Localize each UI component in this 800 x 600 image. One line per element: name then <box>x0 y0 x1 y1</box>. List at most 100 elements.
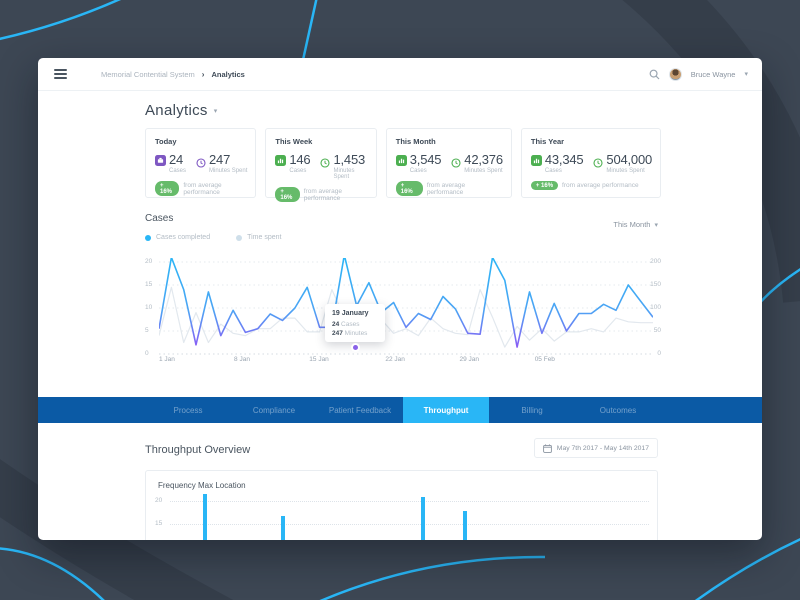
stat-minutes-label: Minutes Spent <box>606 168 645 174</box>
stat-minutes-value: 247 <box>209 152 231 167</box>
tooltip-minutes-label: Minutes <box>344 330 368 337</box>
cyan-line-bottom-left <box>0 547 105 600</box>
freq-bar[interactable] <box>280 516 285 540</box>
delta-badge: + 16% <box>530 181 559 190</box>
stat-cases-label: Cases <box>409 168 427 174</box>
y-axis-tick-right: 50 <box>653 327 661 334</box>
briefcase-icon <box>155 155 166 166</box>
chart-legend: Cases completed Time spent <box>145 234 281 241</box>
freq-y-axis-tick: 15 <box>155 520 163 527</box>
range-caret-down-icon: ▾ <box>654 221 658 229</box>
x-axis-tick: 1 Jan <box>158 356 175 363</box>
frequency-chart-panel: Frequency Max Location 20 15 <box>145 470 658 540</box>
breadcrumb-current: Analytics <box>211 69 245 79</box>
stat-cases-value: 3,545 <box>409 152 442 167</box>
legend-dot-time-icon <box>236 234 243 241</box>
delta-badge: + 16% <box>155 181 180 196</box>
page-title: Analytics <box>145 102 208 119</box>
tooltip-cases-value: 24 <box>332 321 340 328</box>
user-caret-down-icon[interactable]: ▾ <box>744 71 748 78</box>
chart-tooltip: 19 January 24 Cases 247 Minutes <box>325 304 385 342</box>
calendar-icon <box>542 443 552 453</box>
dark-swoosh-bottom-left <box>0 459 234 600</box>
y-axis-tick-right: 0 <box>657 350 661 357</box>
delta-note: from average performance <box>562 182 639 189</box>
menu-icon[interactable] <box>54 69 67 79</box>
y-axis-tick-right: 200 <box>650 258 661 265</box>
freq-bar[interactable] <box>421 496 426 540</box>
y-axis-tick-left: 10 <box>145 304 153 311</box>
breadcrumb-root[interactable]: Memorial Contential System <box>101 69 195 79</box>
tab-process[interactable]: Process <box>173 405 203 415</box>
bar-chart-icon <box>395 155 407 166</box>
stat-minutes-value: 504,000 <box>606 152 653 167</box>
breadcrumb: Memorial Contential System › Analytics <box>101 70 245 79</box>
stat-period: This Week <box>275 137 313 146</box>
breadcrumb-chevron-icon: › <box>201 69 205 79</box>
search-icon[interactable] <box>649 69 660 80</box>
y-axis-tick-right: 100 <box>650 304 661 311</box>
user-name[interactable]: Bruce Wayne <box>690 69 736 79</box>
tab-outcomes[interactable]: Outcomes <box>599 405 637 415</box>
stat-cases-value: 146 <box>289 152 311 167</box>
stat-cases-value: 24 <box>169 152 184 167</box>
stat-card-week[interactable]: This Week 146 Cases 1,453 Minutes Spent <box>265 128 377 202</box>
stat-minutes-label: Minutes Spent <box>464 168 503 174</box>
section-tab-bar: Process Compliance Patient Feedback Thro… <box>38 397 762 423</box>
stat-minutes-label: Minutes Spent <box>333 168 355 180</box>
clock-icon <box>593 155 603 174</box>
cases-chart-svg <box>159 258 653 355</box>
avatar[interactable] <box>668 67 682 81</box>
stat-card-row: Today 24 Cases 247 Minutes Spent <box>145 128 662 202</box>
stat-minutes-label: Minutes Spent <box>209 168 248 174</box>
delta-note: from average performance <box>303 187 343 202</box>
delta-note: from average performance <box>426 181 466 196</box>
clock-icon <box>320 155 331 180</box>
stat-period: This Month <box>395 137 436 146</box>
x-axis-tick: 05 Feb <box>534 356 555 363</box>
frequency-chart-title: Frequency Max Location <box>158 481 246 490</box>
stat-cases-label: Cases <box>544 168 562 174</box>
clock-icon <box>196 155 206 174</box>
freq-gridline <box>170 524 649 525</box>
freq-bar[interactable] <box>463 510 468 540</box>
stat-card-month[interactable]: This Month 3,545 Cases 42,376 Minutes Sp… <box>385 128 512 198</box>
cyan-line-bottom-right <box>694 538 800 600</box>
stat-cases-label: Cases <box>169 168 187 174</box>
y-axis-tick-left: 20 <box>145 258 153 265</box>
legend-time-spent[interactable]: Time spent <box>236 234 281 241</box>
date-range-picker[interactable]: May 7th 2017 - May 14th 2017 <box>533 438 658 458</box>
tab-patient-feedback[interactable]: Patient Feedback <box>328 405 392 415</box>
legend-cases-completed[interactable]: Cases completed <box>145 234 210 241</box>
delta-badge: + 16% <box>395 181 423 196</box>
tooltip-cases-label: Cases <box>341 321 360 328</box>
cases-line-chart: 20 15 10 5 0 200 150 100 50 0 1 Jan 8 Jan 15 Jan 22… <box>145 248 661 368</box>
freq-gridline <box>170 501 649 502</box>
x-axis-tick: 8 Jan <box>234 356 250 363</box>
date-range-label: May 7th 2017 - May 14th 2017 <box>556 444 649 452</box>
stat-period: Today <box>155 137 177 146</box>
stat-minutes-value: 1,453 <box>333 152 366 167</box>
tooltip-minutes-value: 247 <box>332 330 343 337</box>
bar-chart-icon <box>530 155 542 166</box>
tab-compliance[interactable]: Compliance <box>252 405 296 415</box>
tab-throughput[interactable]: Throughput <box>403 397 489 423</box>
stat-card-year[interactable]: This Year 43,345 Cases 504,000 Minutes S… <box>520 128 662 198</box>
stat-card-today[interactable]: Today 24 Cases 247 Minutes Spent <box>145 128 257 198</box>
freq-bar[interactable] <box>202 493 207 540</box>
title-caret-down-icon[interactable]: ▾ <box>213 107 218 115</box>
y-axis-tick-left: 5 <box>145 327 149 334</box>
x-axis-tick: 15 Jan <box>309 356 329 363</box>
stat-minutes-value: 42,376 <box>464 152 503 167</box>
delta-note: from average performance <box>183 181 222 196</box>
x-axis-tick: 22 Jan <box>385 356 405 363</box>
cyan-line-top-left <box>0 0 122 41</box>
legend-dot-cases-icon <box>145 234 151 241</box>
y-axis-tick-right: 150 <box>650 281 661 288</box>
cyan-line-bottom-center <box>319 555 546 600</box>
tab-billing[interactable]: Billing <box>521 405 543 415</box>
bar-chart-icon <box>275 155 287 166</box>
top-bar: Memorial Contential System › Analytics B… <box>38 58 762 91</box>
range-selector[interactable]: This Month ▾ <box>613 220 658 229</box>
stat-period: This Year <box>530 137 565 146</box>
